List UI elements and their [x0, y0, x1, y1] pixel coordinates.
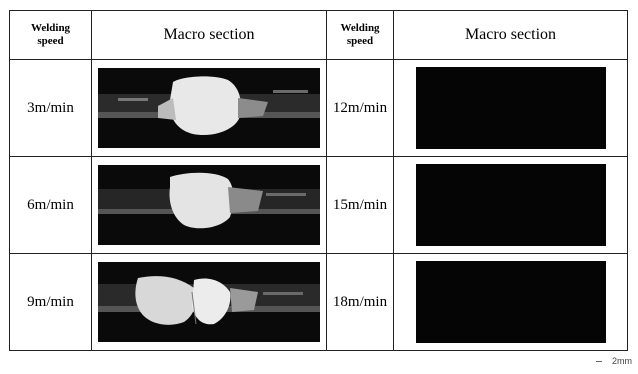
macro-section-image: [415, 164, 606, 246]
macro-section-image: [415, 261, 606, 343]
speed-header-left-line1: Welding: [30, 22, 71, 34]
speed-header-left: Welding speed: [9, 10, 92, 60]
macro-header-left: Macro section: [91, 10, 327, 60]
speed-cell-right: 18m/min: [326, 253, 394, 351]
macro-section-cell: [393, 59, 628, 157]
speed-header-right-line2: speed: [346, 35, 374, 47]
macro-header-right: Macro section: [393, 10, 628, 60]
welding-speed-table: Welding speed Macro section Welding spee…: [9, 10, 628, 351]
table-row: 3m/min 12m/min: [9, 59, 628, 157]
speed-header-right-line1: Welding: [340, 22, 380, 34]
speed-cell-left: 9m/min: [9, 253, 92, 351]
macro-section-image: [415, 67, 606, 149]
macro-section-image: [98, 165, 320, 245]
speed-header-left-line2: speed: [37, 35, 64, 47]
scale-bar-line: [596, 361, 602, 362]
table-header-row: Welding speed Macro section Welding spee…: [9, 10, 628, 60]
macro-section-table: Welding speed Macro section Welding spee…: [9, 10, 628, 351]
table-row: 6m/min 15m/min: [9, 156, 628, 254]
speed-cell-right: 12m/min: [326, 59, 394, 157]
speed-cell-left: 3m/min: [9, 59, 92, 157]
macro-section-cell: [393, 253, 628, 351]
speed-cell-right: 15m/min: [326, 156, 394, 254]
macro-section-cell: [393, 156, 628, 254]
macro-section-cell: [91, 253, 327, 351]
macro-section-image: [98, 262, 320, 342]
scale-bar: 2mm: [596, 356, 632, 370]
speed-header-right: Welding speed: [326, 10, 394, 60]
scale-bar-label: 2mm: [612, 356, 632, 366]
macro-section-cell: [91, 156, 327, 254]
speed-cell-left: 6m/min: [9, 156, 92, 254]
macro-section-image: [98, 68, 320, 148]
table-row: 9m/min 18m/min: [9, 253, 628, 351]
macro-section-cell: [91, 59, 327, 157]
